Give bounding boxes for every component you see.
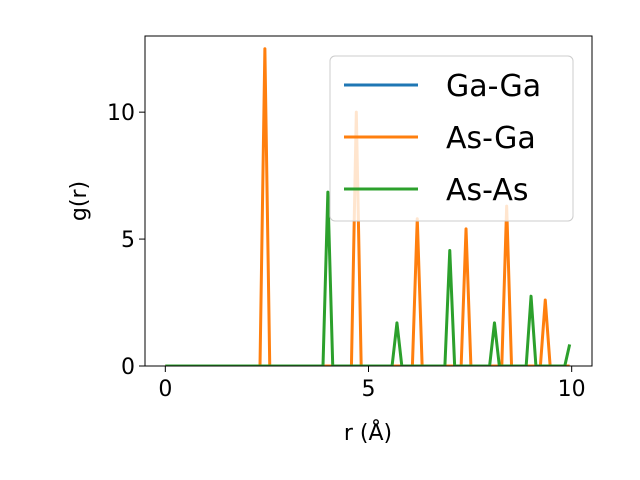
y-tick-label: 5 [121,228,135,253]
legend: Ga-Ga As-Ga As-As [329,55,574,222]
x-tick-label: 0 [158,377,172,402]
legend-label-ga-ga: Ga-Ga [446,69,541,104]
y-axis-label: g(r) [67,181,92,221]
legend-label-as-as: As-As [446,173,528,208]
series-layer [165,47,572,366]
legend-frame [329,55,574,222]
tick-layer: 0 5 10 0 5 10 [107,101,586,402]
y-tick-label: 10 [107,101,135,126]
x-tick-label: 10 [558,377,586,402]
legend-label-as-ga: As-Ga [446,121,536,156]
series-line-as-as [165,190,572,366]
x-tick-label: 5 [362,377,376,402]
y-tick-label: 0 [121,355,135,380]
x-axis-label: r (Å) [344,419,392,446]
